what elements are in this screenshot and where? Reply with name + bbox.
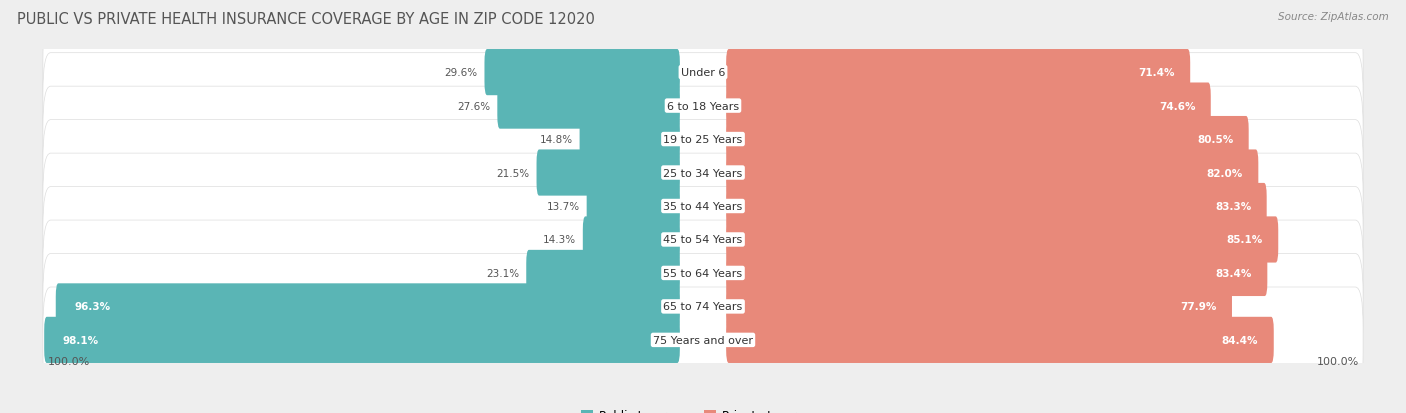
Text: 27.6%: 27.6% [457,101,491,112]
Text: 6 to 18 Years: 6 to 18 Years [666,101,740,112]
Text: 75 Years and over: 75 Years and over [652,335,754,345]
Text: 14.3%: 14.3% [543,235,575,245]
FancyBboxPatch shape [725,217,1278,263]
FancyBboxPatch shape [44,20,1362,126]
Text: 84.4%: 84.4% [1222,335,1258,345]
FancyBboxPatch shape [44,187,1362,293]
FancyBboxPatch shape [44,287,1362,393]
Text: 83.4%: 83.4% [1216,268,1251,278]
Text: 55 to 64 Years: 55 to 64 Years [664,268,742,278]
Text: 13.7%: 13.7% [547,202,579,211]
Text: 23.1%: 23.1% [486,268,519,278]
Text: PUBLIC VS PRIVATE HEALTH INSURANCE COVERAGE BY AGE IN ZIP CODE 12020: PUBLIC VS PRIVATE HEALTH INSURANCE COVER… [17,12,595,27]
Text: 71.4%: 71.4% [1139,68,1175,78]
Text: 74.6%: 74.6% [1159,101,1195,112]
Text: 83.3%: 83.3% [1215,202,1251,211]
FancyBboxPatch shape [498,83,681,129]
FancyBboxPatch shape [44,120,1362,226]
FancyBboxPatch shape [725,284,1232,330]
FancyBboxPatch shape [56,284,681,330]
FancyBboxPatch shape [725,117,1249,163]
Text: 98.1%: 98.1% [63,335,98,345]
FancyBboxPatch shape [44,87,1362,192]
FancyBboxPatch shape [485,50,681,96]
FancyBboxPatch shape [725,50,1191,96]
FancyBboxPatch shape [44,54,1362,159]
FancyBboxPatch shape [44,221,1362,326]
Text: 29.6%: 29.6% [444,68,478,78]
FancyBboxPatch shape [44,254,1362,359]
FancyBboxPatch shape [526,250,681,296]
FancyBboxPatch shape [725,183,1267,230]
Text: 14.8%: 14.8% [540,135,572,145]
FancyBboxPatch shape [725,250,1267,296]
FancyBboxPatch shape [725,83,1211,129]
Text: 45 to 54 Years: 45 to 54 Years [664,235,742,245]
Text: Under 6: Under 6 [681,68,725,78]
Text: 80.5%: 80.5% [1197,135,1233,145]
FancyBboxPatch shape [725,150,1258,196]
Text: Source: ZipAtlas.com: Source: ZipAtlas.com [1278,12,1389,22]
FancyBboxPatch shape [537,150,681,196]
FancyBboxPatch shape [725,317,1274,363]
Text: 82.0%: 82.0% [1206,168,1243,178]
FancyBboxPatch shape [44,317,681,363]
Text: 21.5%: 21.5% [496,168,530,178]
FancyBboxPatch shape [44,154,1362,259]
Text: 100.0%: 100.0% [48,356,90,366]
Text: 35 to 44 Years: 35 to 44 Years [664,202,742,211]
Text: 85.1%: 85.1% [1226,235,1263,245]
Text: 100.0%: 100.0% [1316,356,1358,366]
FancyBboxPatch shape [579,117,681,163]
Text: 77.9%: 77.9% [1180,301,1216,312]
Text: 96.3%: 96.3% [75,301,111,312]
Text: 19 to 25 Years: 19 to 25 Years [664,135,742,145]
Text: 65 to 74 Years: 65 to 74 Years [664,301,742,312]
FancyBboxPatch shape [586,183,681,230]
Legend: Public Insurance, Private Insurance: Public Insurance, Private Insurance [576,404,830,413]
FancyBboxPatch shape [583,217,681,263]
Text: 25 to 34 Years: 25 to 34 Years [664,168,742,178]
